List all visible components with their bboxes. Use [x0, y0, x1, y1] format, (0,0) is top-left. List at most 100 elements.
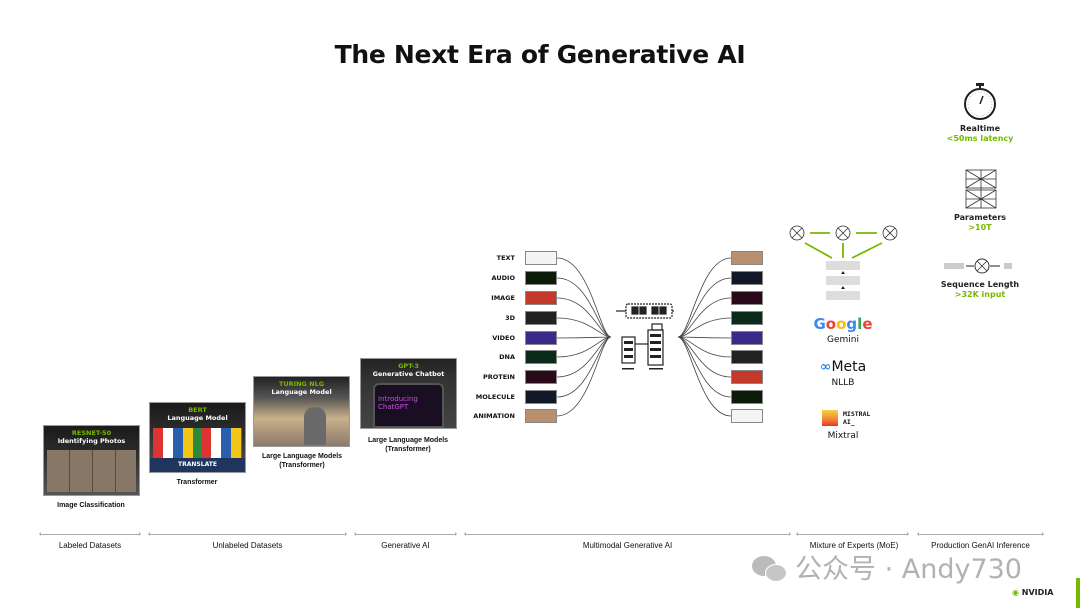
chatgpt-phone-image: Introducing ChatGPT — [373, 383, 444, 428]
moe-diagram-icon — [789, 225, 898, 300]
realtime-label: Realtime — [959, 124, 1001, 133]
input-thumbnail — [525, 331, 557, 345]
era-multimodal: Multimodal Generative AI — [582, 541, 673, 550]
era-moe: Mixture of Experts (MoE) — [809, 541, 899, 550]
nvidia-wordmark: NVIDIA — [1021, 588, 1054, 597]
era-production-inference: Production GenAI Inference — [931, 541, 1030, 550]
slide-title: The Next Era of Generative AI — [334, 40, 746, 69]
output-connector — [677, 257, 732, 338]
output-connector — [677, 336, 732, 417]
nllb-label: NLLB — [831, 378, 855, 388]
output-thumbnail — [731, 251, 763, 265]
output-connector — [677, 297, 732, 338]
era-generative-ai: Generative AI — [381, 541, 430, 550]
cat-photos-image — [47, 450, 136, 492]
era-arrow — [354, 532, 457, 536]
card-desc: Identifying Photos — [57, 437, 126, 445]
google-logo: Google — [813, 315, 873, 333]
output-thumbnail — [731, 311, 763, 325]
input-thumbnail — [525, 370, 557, 384]
neural-network-icon — [965, 169, 997, 209]
input-thumbnail — [525, 350, 557, 364]
sequence-length-label: Sequence Length — [940, 280, 1020, 289]
card-caption: Image Classification — [57, 502, 125, 509]
output-thumbnail — [731, 350, 763, 364]
gemini-label: Gemini — [827, 335, 859, 345]
parameters-label: Parameters — [953, 213, 1007, 222]
modality-label: TEXT — [496, 254, 515, 262]
modality-label: VIDEO — [492, 334, 515, 342]
card-model: BERT — [188, 406, 207, 414]
input-connector — [556, 336, 612, 398]
meta-logo: ∞Meta — [819, 359, 867, 375]
card-model: GPT-3 — [398, 362, 419, 370]
screen-text: Introducing ChatGPT — [378, 395, 418, 411]
parameters-value: >10T — [968, 223, 992, 232]
input-connector — [556, 336, 612, 378]
era-arrow — [917, 532, 1044, 536]
modality-label: IMAGE — [491, 294, 515, 302]
mistral-logo-icon — [822, 410, 838, 426]
card-desc: Generative Chatbot — [372, 370, 445, 378]
output-connector — [677, 336, 732, 378]
watermark: 公众号 · Andy730 — [795, 554, 1022, 585]
input-connector — [556, 336, 612, 417]
mistral-brand: MISTRAL AI_ — [843, 410, 871, 426]
modality-label: PROTEIN — [482, 373, 515, 381]
era-arrow — [39, 532, 141, 536]
card-turing: TURING NLG Language Model — [253, 376, 350, 447]
input-thumbnail — [525, 390, 557, 404]
wechat-icon — [752, 556, 788, 584]
output-connector — [677, 317, 732, 338]
output-thumbnail — [731, 291, 763, 305]
input-thumbnail — [525, 311, 557, 325]
input-thumbnail — [525, 251, 557, 265]
output-thumbnail — [731, 331, 763, 345]
input-thumbnail — [525, 291, 557, 305]
input-connector — [556, 277, 612, 338]
modality-label: DNA — [499, 353, 515, 361]
card-caption: Transformer — [176, 479, 218, 486]
card-desc: Language Model — [167, 414, 228, 422]
card-model: TURING NLG — [278, 380, 325, 388]
input-connector — [556, 336, 612, 358]
card-caption: Large Language Models (Transformer) — [261, 453, 343, 469]
card-gpt3: GPT-3 Generative Chatbot Introducing Cha… — [360, 358, 457, 429]
card-desc: Language Model — [271, 388, 332, 396]
modality-label: ANIMATION — [473, 412, 515, 420]
era-unlabeled-datasets: Unlabeled Datasets — [212, 541, 283, 550]
input-connector — [556, 336, 612, 339]
input-connector — [556, 297, 612, 338]
card-resnet: RESNET-50 Identifying Photos — [43, 425, 140, 496]
era-arrow — [796, 532, 909, 536]
realtime-value: <50ms latency — [946, 134, 1014, 143]
accent-bar — [1076, 578, 1080, 608]
modality-label: MOLECULE — [475, 393, 515, 401]
output-connector — [677, 336, 732, 339]
era-arrow — [464, 532, 791, 536]
input-thumbnail — [525, 409, 557, 423]
era-labeled-datasets: Labeled Datasets — [58, 541, 122, 550]
output-thumbnail — [731, 370, 763, 384]
output-thumbnail — [731, 271, 763, 285]
sequence-length-value: >32K input — [954, 290, 1006, 299]
era-arrow — [148, 532, 347, 536]
output-connector — [677, 336, 732, 398]
modality-label: AUDIO — [491, 274, 515, 282]
input-thumbnail — [525, 271, 557, 285]
sequence-icon — [944, 258, 1012, 274]
stopwatch-icon — [964, 83, 996, 120]
nvidia-logo: ◉ NVIDIA — [1012, 588, 1054, 597]
input-connector — [556, 317, 612, 338]
card-bert: BERT Language Model TRANSLATE — [149, 402, 246, 473]
flags-image — [153, 428, 242, 458]
woman-with-phone-image — [304, 407, 326, 445]
modality-label: 3D — [505, 314, 515, 322]
card-caption: Large Language Models (Transformer) — [367, 437, 449, 453]
transformer-model-icon — [616, 303, 674, 370]
mixtral-label: Mixtral — [827, 431, 859, 441]
translate-banner: TRANSLATE — [150, 458, 245, 472]
output-thumbnail — [731, 409, 763, 423]
input-connector — [556, 257, 612, 338]
